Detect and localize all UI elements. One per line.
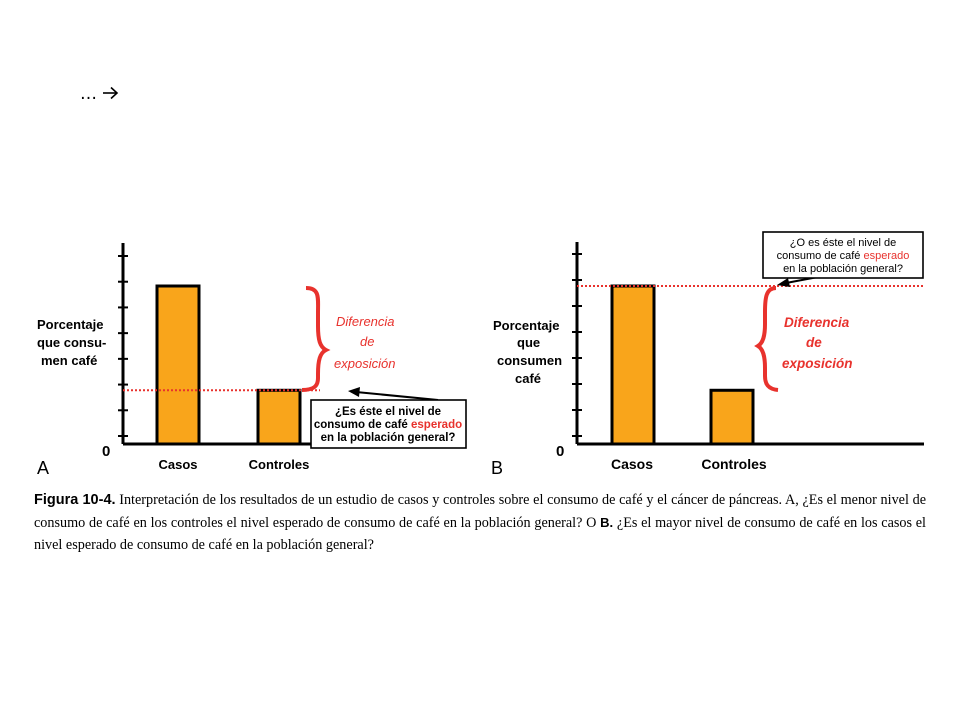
callout-arrowhead: [348, 387, 360, 397]
brace: [301, 286, 331, 392]
callout-line1: ¿O es éste el nivel de: [790, 237, 896, 249]
callout-line2-red: esperado: [863, 250, 909, 262]
x-tick-label-controles: Controles: [249, 457, 310, 472]
y-axis-label-line1: Porcentaje: [37, 317, 103, 332]
caption-text-1: Interpretación de los resultados de un e…: [34, 492, 927, 531]
brace-label-line1: Diferencia: [784, 315, 850, 330]
y-axis-label-line2: que: [517, 335, 540, 350]
panel-label-b: B: [491, 458, 503, 478]
x-tick-label-casos: Casos: [158, 457, 197, 472]
x-tick-label-controles: Controles: [701, 456, 767, 472]
panel-label-a: A: [37, 458, 49, 478]
brace-label-line1: Diferencia: [336, 314, 395, 329]
nav-ellipsis: …: [80, 84, 120, 104]
chart-panel-a: Diferencia de exposición Porcentaje que …: [37, 243, 467, 478]
chart-panel-b: Diferencia de exposición Porcentaje que …: [491, 231, 924, 478]
callout-line3: en la población general?: [783, 263, 903, 275]
zero-label: 0: [556, 443, 564, 460]
y-axis-label-line3: consumen: [497, 353, 562, 368]
y-axis-label-line2: que consu-: [37, 335, 106, 350]
bar-casos: [155, 284, 201, 446]
bar-controles: [709, 388, 755, 446]
brace-label-line2: de: [806, 335, 822, 350]
y-axis-ticks: [572, 253, 582, 437]
callout-line2-red: esperado: [411, 419, 462, 431]
callout-line1: ¿Es éste el nivel de: [335, 406, 441, 418]
y-axis-label-line3: men café: [41, 353, 97, 368]
caption-text-2: ¿Es el mayor nivel de consumo de café en…: [34, 514, 926, 554]
arrow-right-icon: [103, 86, 119, 100]
y-axis-ticks: [118, 255, 128, 437]
figure-label: Figura 10-4.: [34, 492, 116, 508]
callout-line2: consumo de café esperado: [777, 250, 910, 262]
callout-line3: en la población general?: [321, 432, 456, 444]
brace: [754, 286, 779, 392]
bar-controles: [256, 388, 302, 446]
brace-label-line3: exposición: [334, 356, 395, 371]
x-tick-label-casos: Casos: [611, 456, 653, 472]
callout-line2-text: consumo de café: [777, 250, 864, 262]
caption-b-label: B.: [600, 514, 614, 530]
y-axis-label-line1: Porcentaje: [493, 318, 559, 333]
zero-label: 0: [102, 443, 110, 460]
callout-arrowhead: [777, 278, 790, 287]
callout-box: [310, 399, 467, 449]
bar-casos: [610, 284, 656, 446]
callout-arrow: [355, 391, 439, 401]
brace-label-line2: de: [360, 334, 374, 349]
callout-line2: consumo de café esperado: [314, 419, 462, 431]
figure-caption: Figura 10-4. Interpretación de los resul…: [34, 489, 926, 557]
brace-label-line3: exposición: [782, 356, 853, 371]
y-axis-label-line4: café: [515, 371, 541, 386]
callout-line2-text: consumo de café: [314, 419, 411, 431]
nav-ellipsis-text: …: [80, 84, 97, 104]
callout-box: [762, 231, 924, 279]
